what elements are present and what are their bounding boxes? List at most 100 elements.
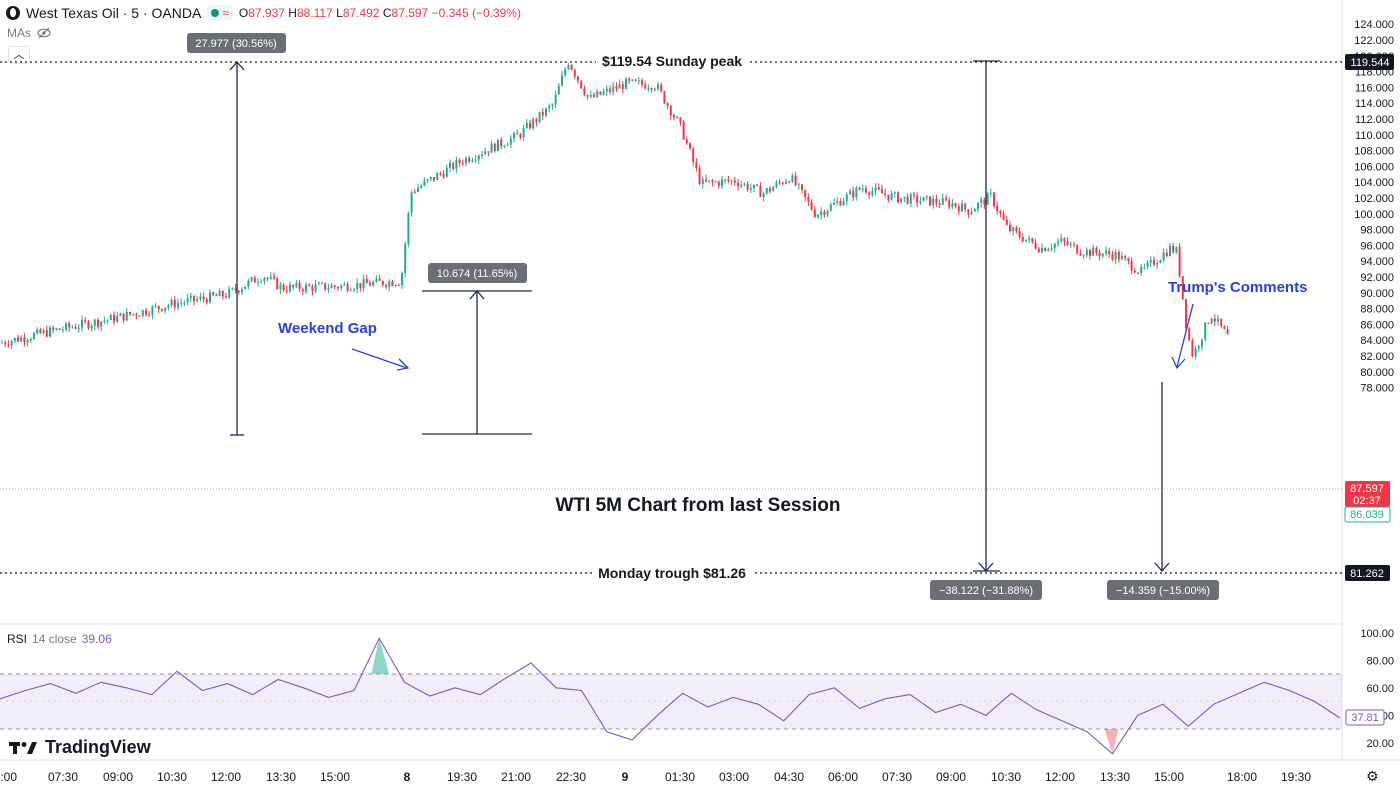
candle-body <box>196 299 199 301</box>
candle-body <box>570 64 573 70</box>
candle-body <box>273 276 275 279</box>
peak-label-bg <box>596 52 747 71</box>
candle-body <box>775 182 778 188</box>
candle-body <box>1207 322 1210 324</box>
candle-body <box>970 211 973 215</box>
trough-price-tag: 81.262 <box>1345 565 1390 581</box>
candle-body <box>625 78 627 89</box>
candle-body <box>365 279 368 284</box>
candle-body <box>1079 253 1082 256</box>
price-axis[interactable]: 124.000122.000120.000118.000116.000114.0… <box>1354 19 1394 394</box>
candle-body <box>663 91 666 104</box>
time-tick-label: 19:30 <box>1281 770 1311 784</box>
tradingview-logo[interactable]: TradingView <box>9 737 151 758</box>
candle-body <box>359 282 362 288</box>
measure-tool-1[interactable]: 27.977 (30.56%) <box>187 33 286 436</box>
candle-body <box>641 80 643 85</box>
candle-body <box>983 199 986 205</box>
trump-comments-label[interactable]: Trump's Comments <box>1168 279 1307 296</box>
candle-body <box>1073 244 1075 246</box>
trough-label[interactable]: Monday trough $81.26 <box>598 565 746 581</box>
chart-title[interactable]: WTI 5M Chart from last Session <box>555 495 840 516</box>
measure-tool-3[interactable]: −38.122 (−31.88%) <box>930 60 1042 600</box>
candle-body <box>1140 267 1143 274</box>
candle-body <box>785 181 787 184</box>
candle-body <box>727 179 730 182</box>
candle-body <box>1025 239 1027 242</box>
candle-body <box>215 294 218 296</box>
time-tick-label: 15:00 <box>1154 770 1184 784</box>
candle-body <box>279 284 282 290</box>
candle-body <box>887 194 890 200</box>
candle-body <box>401 272 403 286</box>
peak-label[interactable]: $119.54 Sunday peak <box>602 53 742 69</box>
candle-body <box>97 319 99 327</box>
time-tick-label: 18:00 <box>1227 770 1257 784</box>
candle-body <box>241 289 243 293</box>
candle-body <box>1066 241 1069 245</box>
candle-body <box>490 143 493 153</box>
candle-body <box>938 203 941 205</box>
time-tick-label: 12:00 <box>1045 770 1075 784</box>
collapse-legend-button[interactable]: ︿ <box>8 46 30 64</box>
candle-body <box>426 179 429 181</box>
symbol-title[interactable]: West Texas Oil · 5 · OANDA <box>26 5 202 21</box>
candle-body <box>423 180 426 186</box>
candle-body <box>343 284 346 286</box>
candle-body <box>23 337 26 342</box>
candle-body <box>765 188 768 194</box>
rsi-legend[interactable]: RSI 14 close 39.06 <box>7 632 112 646</box>
candle-body <box>468 157 471 162</box>
candle-body <box>650 88 653 90</box>
candle-body <box>509 138 512 145</box>
candle-body <box>260 281 263 283</box>
candle-body <box>452 163 455 169</box>
candle-body <box>1085 249 1088 256</box>
candle-body <box>660 84 663 92</box>
measure-tool-2[interactable]: 10.674 (11.65%) <box>422 263 532 435</box>
eye-slash-icon[interactable] <box>37 27 51 39</box>
time-tick-label: 9 <box>622 770 629 784</box>
candle-body <box>1047 249 1050 252</box>
candle-body <box>1053 243 1056 249</box>
indicator-legend-mas[interactable]: MAs <box>7 26 51 40</box>
candle-body <box>410 191 413 214</box>
measure-tool-4[interactable]: −14.359 (−15.00%) <box>1107 382 1219 600</box>
price-tick-label: 112.000 <box>1355 114 1394 126</box>
candle-body <box>756 184 759 186</box>
candle-body <box>324 282 327 290</box>
time-tick-label: 06:00 <box>828 770 858 784</box>
time-axis[interactable]: 06:00 07:30 09:00 10:30 12:00 13:30 15:00 8 19:3… <box>0 770 1311 784</box>
weekend-gap-label[interactable]: Weekend Gap <box>278 320 377 337</box>
market-status-pill[interactable]: ≈ <box>207 5 233 21</box>
candle-body <box>621 84 624 89</box>
time-tick-label: 09:00 <box>936 770 966 784</box>
candle-body <box>1156 263 1159 265</box>
candle-body <box>772 187 775 192</box>
candle-body <box>167 305 170 308</box>
secondary-price-tag-text: 86.039 <box>1350 509 1384 521</box>
candle-body <box>439 173 442 175</box>
gear-icon[interactable]: ⚙ <box>1366 768 1379 784</box>
candle-body <box>1034 242 1037 249</box>
candle-body <box>119 313 122 317</box>
candle-body <box>1210 318 1213 324</box>
candle-body <box>916 195 919 203</box>
candle-body <box>519 134 522 138</box>
candle-body <box>1220 318 1223 327</box>
price-tick-label: 122.000 <box>1354 35 1394 47</box>
candle-body <box>1044 247 1047 252</box>
candle-body <box>17 337 19 342</box>
candle-body <box>669 105 672 116</box>
candle-body <box>189 295 192 299</box>
candle-body <box>378 278 381 281</box>
price-tick-label: 104.000 <box>1354 177 1394 189</box>
candle-body <box>913 194 915 196</box>
candle-body <box>1005 219 1008 225</box>
candle-body <box>858 187 861 190</box>
candle-body <box>730 180 733 182</box>
candle-body <box>1223 326 1226 330</box>
candle-body <box>977 202 979 209</box>
